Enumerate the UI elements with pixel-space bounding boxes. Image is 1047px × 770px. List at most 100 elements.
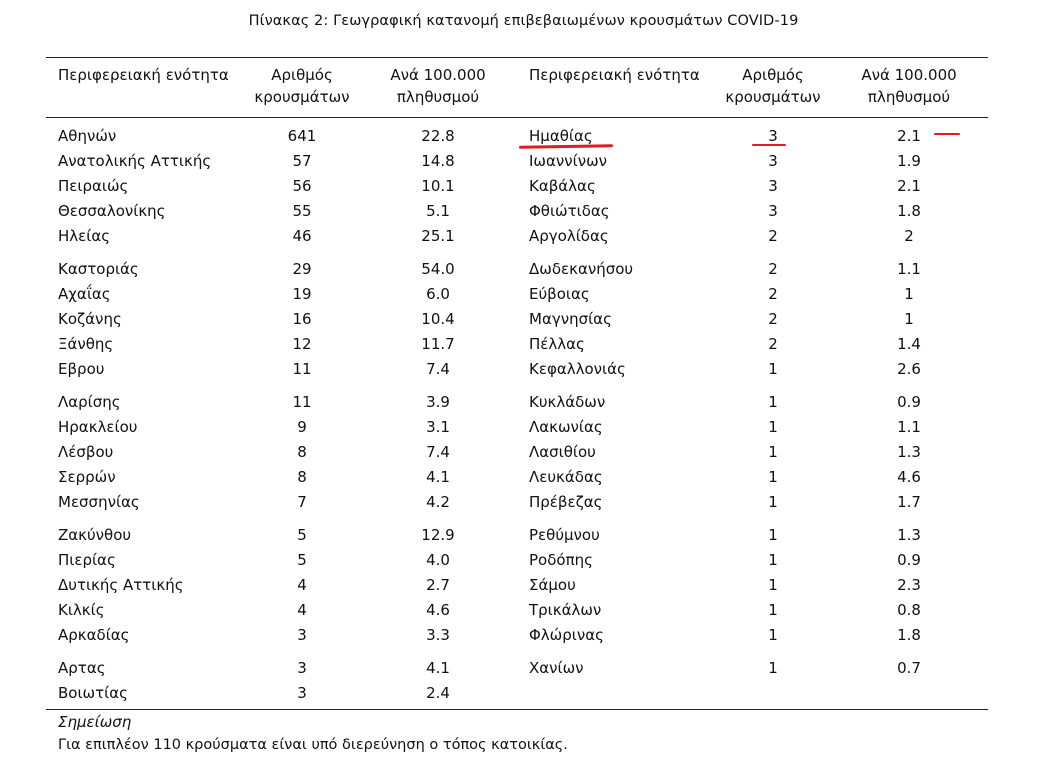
cases-cell: 57 [292, 152, 312, 170]
region-cell: Δυτικής Αττικής [58, 576, 184, 594]
per100k-cell: 2.4 [426, 684, 450, 702]
region-cell: Λευκάδας [529, 468, 603, 486]
per100k-cell: 2.6 [897, 360, 921, 378]
per100k-cell: 1.3 [897, 526, 921, 544]
cases-cell: 2 [768, 260, 778, 278]
table-row: Κεφαλλονιάς 1 2.6 [0, 357, 1047, 382]
table-row: Αρτας 3 4.1 [0, 656, 1047, 681]
table-row: Λακωνίας 1 1.1 [0, 415, 1047, 440]
per100k-cell: 1.3 [897, 443, 921, 461]
table-row: Ηλείας 46 25.1 [0, 224, 1047, 249]
table-row: Πειραιώς 56 10.1 [0, 174, 1047, 199]
region-cell: Σερρών [58, 468, 116, 486]
region-cell: Ρεθύμνου [529, 526, 600, 544]
header-cases-line1: Αριθμός [271, 66, 333, 84]
highlight-dash-per100k [934, 133, 960, 135]
cases-cell: 12 [292, 335, 312, 353]
cases-cell: 1 [768, 526, 778, 544]
note-text: Για επιπλέον 110 κρούσματα είναι υπό διε… [58, 737, 568, 753]
cases-cell: 4 [297, 601, 307, 619]
table-row: Σάμου 1 2.3 [0, 573, 1047, 598]
table-row: Ξάνθης 12 11.7 [0, 332, 1047, 357]
per100k-cell: 54.0 [421, 260, 455, 278]
table-row: Ρεθύμνου 1 1.3 [0, 523, 1047, 548]
cases-cell: 1 [768, 418, 778, 436]
per100k-cell: 1.7 [897, 493, 921, 511]
cases-cell: 8 [297, 468, 307, 486]
table-row: Πέλλας 2 1.4 [0, 332, 1047, 357]
header-per100k-line1: Ανά 100.000 [390, 66, 486, 84]
per100k-cell: 5.1 [426, 202, 450, 220]
region-cell: Εβρου [58, 360, 105, 378]
region-cell: Αργολίδας [529, 227, 609, 245]
region-cell: Ροδόπης [529, 551, 593, 569]
per100k-cell: 10.1 [421, 177, 455, 195]
table-row: Σερρών 8 4.1 [0, 465, 1047, 490]
per100k-cell: 2.1 [897, 177, 921, 195]
cases-cell: 5 [297, 551, 307, 569]
per100k-cell: 3.9 [426, 393, 450, 411]
cases-cell: 1 [768, 601, 778, 619]
per100k-cell: 7.4 [426, 360, 450, 378]
table-row: Πρέβεζας 1 1.7 [0, 490, 1047, 515]
header-per100k-line1: Ανά 100.000 [861, 66, 957, 84]
region-cell: Ανατολικής Αττικής [58, 152, 212, 170]
per100k-cell: 1.4 [897, 335, 921, 353]
region-cell: Πιερίας [58, 551, 116, 569]
per100k-cell: 4.6 [897, 468, 921, 486]
region-cell: Ημαθίας [529, 127, 593, 145]
header-region-right: Περιφερειακή ενότητα [529, 66, 700, 84]
cases-cell: 3 [768, 152, 778, 170]
per100k-cell: 10.4 [421, 310, 455, 328]
per100k-cell: 7.4 [426, 443, 450, 461]
table-row: Θεσσαλονίκης 55 5.1 [0, 199, 1047, 224]
per100k-cell: 11.7 [421, 335, 455, 353]
region-cell: Χανίων [529, 659, 584, 677]
per100k-cell: 2.1 [897, 127, 921, 145]
cases-cell: 9 [297, 418, 307, 436]
region-cell: Μεσσηνίας [58, 493, 140, 511]
region-cell: Ιωαννίνων [529, 152, 608, 170]
region-cell: Ζακύνθου [58, 526, 132, 544]
per100k-cell: 6.0 [426, 285, 450, 303]
table-row: Κυκλάδων 1 0.9 [0, 390, 1047, 415]
table-row: Ιωαννίνων 3 1.9 [0, 149, 1047, 174]
per100k-cell: 14.8 [421, 152, 455, 170]
region-cell: Κοζάνης [58, 310, 122, 328]
cases-cell: 56 [292, 177, 312, 195]
per100k-cell: 1.1 [897, 418, 921, 436]
cases-cell: 1 [768, 576, 778, 594]
region-cell: Αρτας [58, 659, 106, 677]
cases-cell: 1 [768, 468, 778, 486]
cases-cell: 11 [292, 360, 312, 378]
region-cell: Κυκλάδων [529, 393, 606, 411]
cases-cell: 3 [768, 177, 778, 195]
table-row: Εβρου 11 7.4 [0, 357, 1047, 382]
region-cell: Λέσβου [58, 443, 114, 461]
region-cell: Καστοριάς [58, 260, 139, 278]
table-row: Αχαΐας 19 6.0 [0, 282, 1047, 307]
cases-cell: 46 [292, 227, 312, 245]
cases-cell: 2 [768, 335, 778, 353]
cases-cell: 2 [768, 227, 778, 245]
header-cases-right: Αριθμός κρουσμάτων [713, 64, 833, 108]
per100k-cell: 3.1 [426, 418, 450, 436]
region-cell: Κεφαλλονιάς [529, 360, 626, 378]
cases-cell: 1 [768, 360, 778, 378]
highlight-underline-cases [752, 144, 786, 146]
cases-cell: 1 [768, 493, 778, 511]
per100k-cell: 2.3 [897, 576, 921, 594]
per100k-cell: 22.8 [421, 127, 455, 145]
region-cell: Ηρακλείου [58, 418, 138, 436]
table-row: Φλώρινας 1 1.8 [0, 623, 1047, 648]
top-rule [46, 57, 988, 58]
table-row: Αθηνών 641 22.8 [0, 124, 1047, 149]
region-cell: Φθιώτιδας [529, 202, 610, 220]
per100k-cell: 0.7 [897, 659, 921, 677]
cases-cell: 4 [297, 576, 307, 594]
region-cell: Πειραιώς [58, 177, 129, 195]
region-cell: Λαρίσης [58, 393, 121, 411]
table-row: Φθιώτιδας 3 1.8 [0, 199, 1047, 224]
table-row: Μαγνησίας 2 1 [0, 307, 1047, 332]
region-cell: Σάμου [529, 576, 576, 594]
